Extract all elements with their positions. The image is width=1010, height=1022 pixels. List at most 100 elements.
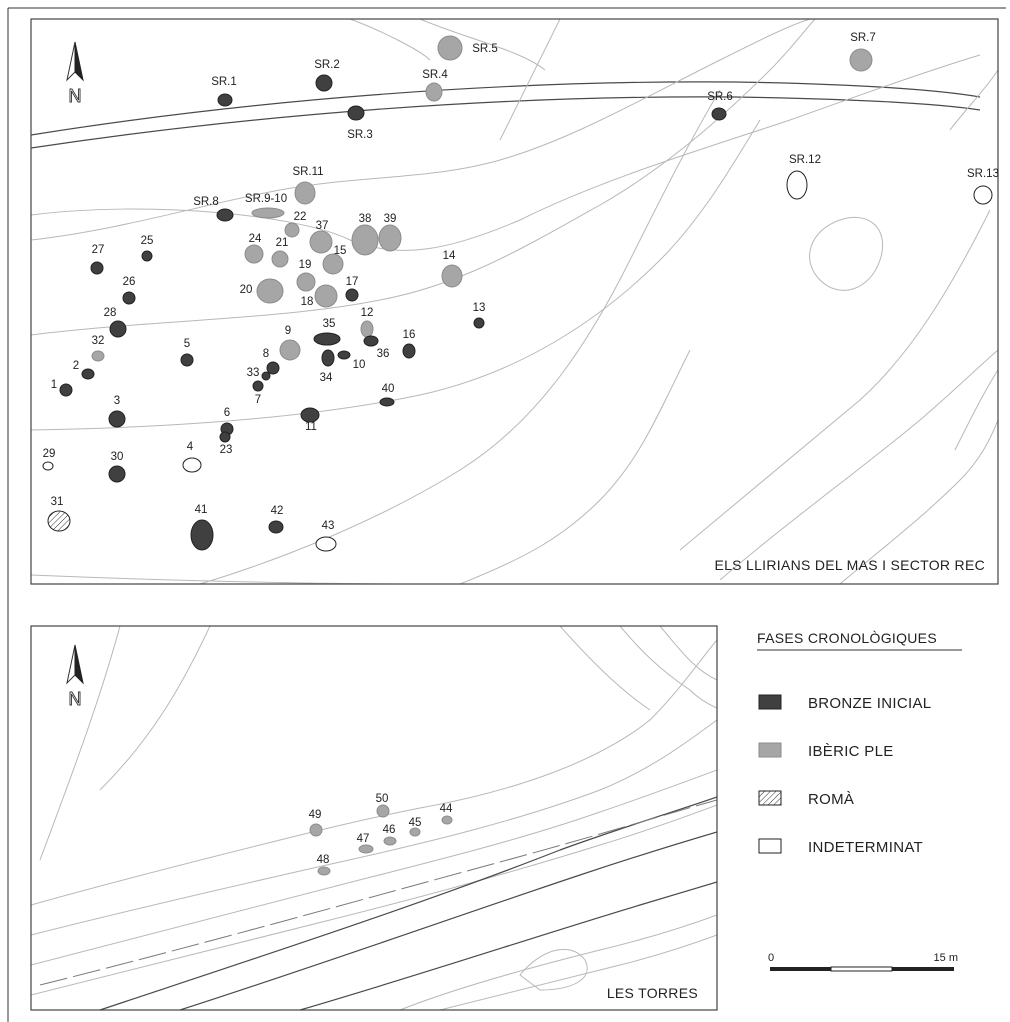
feature-label: 20 — [240, 284, 253, 296]
legend-label-iberic: IBÈRIC PLE — [808, 743, 894, 760]
feature-marker-sr3 — [347, 105, 365, 121]
feature-marker-sr2 — [315, 74, 333, 92]
feature-label: 23 — [220, 444, 233, 456]
feature-label: 42 — [271, 505, 284, 517]
feature-label: 37 — [316, 220, 329, 232]
feature-label: 39 — [384, 213, 397, 225]
feature-marker-49 — [309, 823, 323, 837]
feature-marker-46 — [383, 836, 397, 846]
feature-label: 32 — [92, 335, 105, 347]
feature-label: 36 — [377, 348, 390, 360]
feature-marker-13 — [473, 317, 485, 329]
feature-marker-26 — [122, 291, 136, 305]
feature-label: 7 — [255, 394, 261, 406]
feature-label: 9 — [285, 325, 291, 337]
feature-marker-33 — [261, 371, 271, 381]
feature-marker-43 — [315, 536, 337, 552]
feature-marker-4 — [182, 457, 202, 473]
feature-marker-19 — [296, 272, 316, 292]
top-map-panel: SR.1 SR.2 SR.3 SR.4 SR.5 SR.6 SR.7 SR.8 SR.9-10 S… — [30, 18, 999, 585]
feature-label: 10 — [353, 359, 366, 371]
feature-marker-24 — [244, 244, 264, 264]
feature-marker-37 — [309, 230, 333, 254]
legend-items: BRONZE INICIAL IBÈRIC PLE ROMÀ INDETERMINAT — [758, 694, 931, 856]
feature-label: 16 — [403, 329, 416, 341]
feature-label: 44 — [440, 803, 453, 815]
feature-label: 12 — [361, 307, 374, 319]
feature-label: 14 — [443, 250, 456, 262]
top-terrain — [31, 19, 998, 584]
top-panel-title: ELS LLIRIANS DEL MAS I SECTOR REC — [714, 557, 985, 573]
feature-marker-47 — [358, 844, 374, 854]
feature-label: 5 — [184, 338, 190, 350]
feature-marker-45 — [409, 827, 421, 837]
scale-bar: 0 15 m — [768, 952, 958, 972]
feature-label: 30 — [111, 451, 124, 463]
feature-label: 27 — [92, 244, 105, 256]
feature-marker-22 — [284, 222, 300, 238]
feature-marker-15 — [322, 253, 344, 275]
feature-marker-3 — [108, 410, 126, 428]
feature-label: 8 — [263, 348, 269, 360]
bottom-terrain — [31, 626, 717, 1010]
feature-marker-sr8 — [216, 208, 234, 222]
feature-marker-sr7 — [849, 48, 873, 72]
feature-marker-sr9-10 — [251, 207, 285, 219]
feature-label: 31 — [51, 496, 64, 508]
feature-label: SR.11 — [292, 166, 323, 178]
feature-marker-16 — [402, 343, 416, 359]
bottom-panel-title: LES TORRES — [607, 985, 698, 1001]
feature-marker-41 — [190, 519, 214, 551]
feature-label: SR.1 — [211, 76, 237, 88]
scale-bar-end-label: 15 m — [934, 952, 958, 964]
legend: FASES CRONOLÒGIQUES BRONZE INICIAL IBÈRIC… — [757, 630, 962, 856]
feature-label: 1 — [51, 379, 57, 391]
legend-swatch-indet — [758, 838, 782, 854]
legend-swatch-iberic — [758, 742, 782, 758]
feature-marker-48 — [317, 866, 331, 876]
legend-swatch-bronze — [758, 694, 782, 710]
feature-label: SR.4 — [422, 69, 448, 81]
feature-label: 2 — [73, 360, 79, 372]
feature-marker-23 — [219, 431, 231, 443]
feature-label: 19 — [299, 259, 312, 271]
north-arrow-label: N — [69, 86, 82, 106]
feature-marker-5 — [180, 353, 194, 367]
feature-label: 47 — [357, 833, 370, 845]
feature-label: 48 — [317, 854, 330, 866]
feature-label: 22 — [294, 211, 307, 223]
feature-label: 15 — [334, 245, 347, 257]
feature-marker-29 — [42, 461, 54, 471]
feature-label: 29 — [43, 448, 56, 460]
feature-marker-1 — [59, 383, 73, 397]
feature-label: 41 — [195, 504, 208, 516]
feature-label: 21 — [276, 237, 289, 249]
feature-marker-32 — [91, 350, 105, 362]
top-panel-frame — [30, 18, 999, 585]
feature-marker-7 — [252, 380, 264, 392]
feature-label: 46 — [383, 824, 396, 836]
feature-label: 45 — [409, 817, 422, 829]
feature-label: 43 — [322, 520, 335, 532]
bottom-panel-frame — [30, 625, 718, 1011]
feature-label: SR.3 — [347, 129, 373, 141]
feature-label: 49 — [309, 809, 322, 821]
feature-marker-11 — [300, 407, 320, 423]
feature-label: 11 — [305, 421, 317, 433]
scale-bar-segment-3 — [892, 967, 954, 971]
feature-marker-sr1 — [217, 93, 233, 107]
feature-label: SR.8 — [193, 196, 219, 208]
feature-marker-18 — [314, 284, 338, 308]
feature-label: 35 — [323, 318, 336, 330]
legend-swatch-roma — [758, 790, 782, 806]
feature-marker-9 — [279, 339, 301, 361]
feature-marker-30 — [108, 465, 126, 483]
feature-marker-sr11 — [294, 181, 316, 205]
feature-marker-12 — [360, 320, 374, 338]
feature-marker-38 — [351, 224, 379, 256]
feature-marker-2 — [81, 368, 95, 380]
feature-marker-35 — [313, 332, 341, 346]
feature-marker-42 — [268, 520, 284, 534]
feature-label: 33 — [247, 367, 260, 379]
legend-label-bronze: BRONZE INICIAL — [808, 695, 931, 712]
